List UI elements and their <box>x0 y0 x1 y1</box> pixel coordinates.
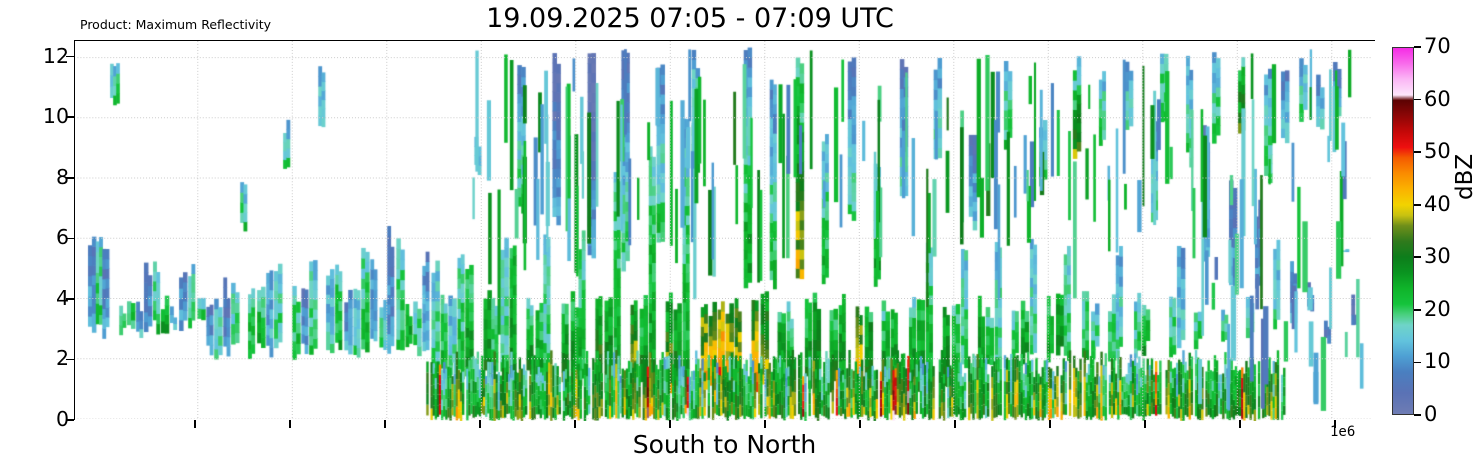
x-axis-label: South to North <box>632 430 817 459</box>
x-axis-tick-mark <box>289 420 291 428</box>
colorbar-tick-mark <box>1414 414 1421 416</box>
y-axis-tick-mark <box>66 176 74 179</box>
reflectivity-heatmap-canvas <box>75 41 1376 421</box>
x-axis-tick-mark <box>574 420 576 428</box>
y-axis-tick-mark <box>66 55 74 58</box>
y-axis-tick-label: 4 <box>55 285 69 310</box>
colorbar-tick-label: 30 <box>1424 244 1451 269</box>
colorbar-gradient <box>1392 47 1414 415</box>
x-axis-tick-mark <box>194 420 196 428</box>
x-axis-tick-mark <box>764 420 766 428</box>
y-axis-tick-mark <box>66 116 74 118</box>
x-axis-tick-mark <box>384 420 386 428</box>
y-axis-tick-label: 10 <box>42 104 69 129</box>
colorbar-tick-mark <box>1414 309 1421 311</box>
colorbar-tick-mark <box>1414 256 1421 259</box>
colorbar <box>1392 47 1414 415</box>
y-axis-tick-label: 8 <box>55 164 69 189</box>
colorbar-tick-label: 70 <box>1424 34 1451 58</box>
colorbar-tick-label: 10 <box>1424 349 1451 374</box>
x-axis-tick-mark <box>1334 420 1336 428</box>
colorbar-tick-label: 50 <box>1424 139 1451 164</box>
plot-area <box>74 40 1376 421</box>
colorbar-tick-label: 40 <box>1424 191 1451 216</box>
colorbar-tick-label: 0 <box>1424 402 1438 426</box>
x-axis-tick-mark <box>1049 420 1051 428</box>
colorbar-tick-mark <box>1414 98 1421 101</box>
colorbar-tick-mark <box>1414 46 1421 48</box>
colorbar-tick-mark <box>1414 361 1421 364</box>
y-axis-tick-label: 12 <box>42 43 69 68</box>
colorbar-tick-label: 20 <box>1424 296 1451 321</box>
colorbar-tick-mark <box>1414 203 1421 206</box>
x-axis-tick-mark <box>954 420 956 428</box>
x-axis-tick-mark <box>1144 420 1146 428</box>
y-axis-tick-label: 2 <box>55 346 69 371</box>
y-axis-tick-mark <box>66 298 74 300</box>
colorbar-tick-label: 60 <box>1424 86 1451 111</box>
x-axis-tick-mark <box>479 420 481 428</box>
y-axis-tick-mark <box>66 358 74 361</box>
x-axis-tick-mark <box>1239 420 1241 428</box>
page-title: 19.09.2025 07:05 - 07:09 UTC <box>486 3 894 34</box>
y-axis-tick-mark <box>66 237 74 240</box>
x-axis-exponent-label: 1e6 <box>1330 424 1356 440</box>
product-label: Product: Maximum Reflectivity <box>80 17 272 32</box>
colorbar-unit-label: dBZ <box>1452 153 1478 200</box>
y-axis-tick-mark <box>66 419 74 421</box>
y-axis-tick-label: 6 <box>55 225 69 250</box>
colorbar-tick-mark <box>1414 151 1421 153</box>
y-axis-tick-label: 0 <box>55 407 69 431</box>
x-axis-tick-mark <box>859 420 861 428</box>
x-axis-tick-mark <box>669 420 671 428</box>
